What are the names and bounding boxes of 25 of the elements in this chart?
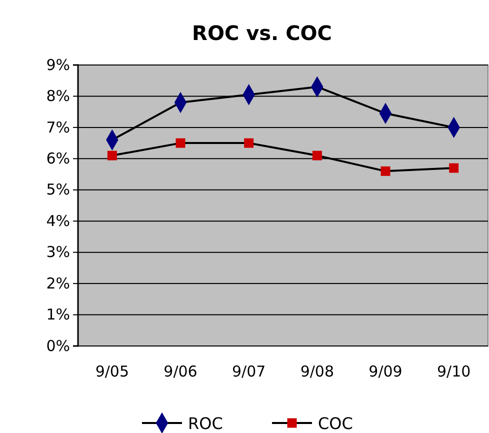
legend-label: COC xyxy=(318,414,353,433)
x-tick-label: 9/09 xyxy=(368,362,402,381)
y-tick-label: 2% xyxy=(46,274,70,292)
y-tick-label: 7% xyxy=(46,118,70,136)
point xyxy=(107,150,117,160)
legend-label: ROC xyxy=(188,414,223,433)
point xyxy=(244,138,254,148)
chart-title: ROC vs. COC xyxy=(192,21,332,45)
y-tick-label: 0% xyxy=(46,336,70,355)
y-tick-label: 9% xyxy=(46,56,70,74)
point xyxy=(449,163,459,173)
x-tick-label: 9/08 xyxy=(300,362,334,381)
y-tick-label: 8% xyxy=(46,87,70,106)
y-tick-label: 1% xyxy=(46,306,70,324)
point xyxy=(176,138,186,148)
y-tick-label: 5% xyxy=(46,180,70,199)
x-tick-label: 9/06 xyxy=(164,362,198,381)
x-tick-label: 9/10 xyxy=(436,362,471,381)
y-tick-label: 4% xyxy=(46,212,70,230)
x-tick-label: 9/07 xyxy=(232,362,266,381)
point xyxy=(312,150,322,160)
x-tick-label: 9/05 xyxy=(95,362,130,381)
point xyxy=(380,166,390,176)
y-tick-label: 6% xyxy=(46,149,70,168)
y-tick-label: 3% xyxy=(46,243,70,262)
